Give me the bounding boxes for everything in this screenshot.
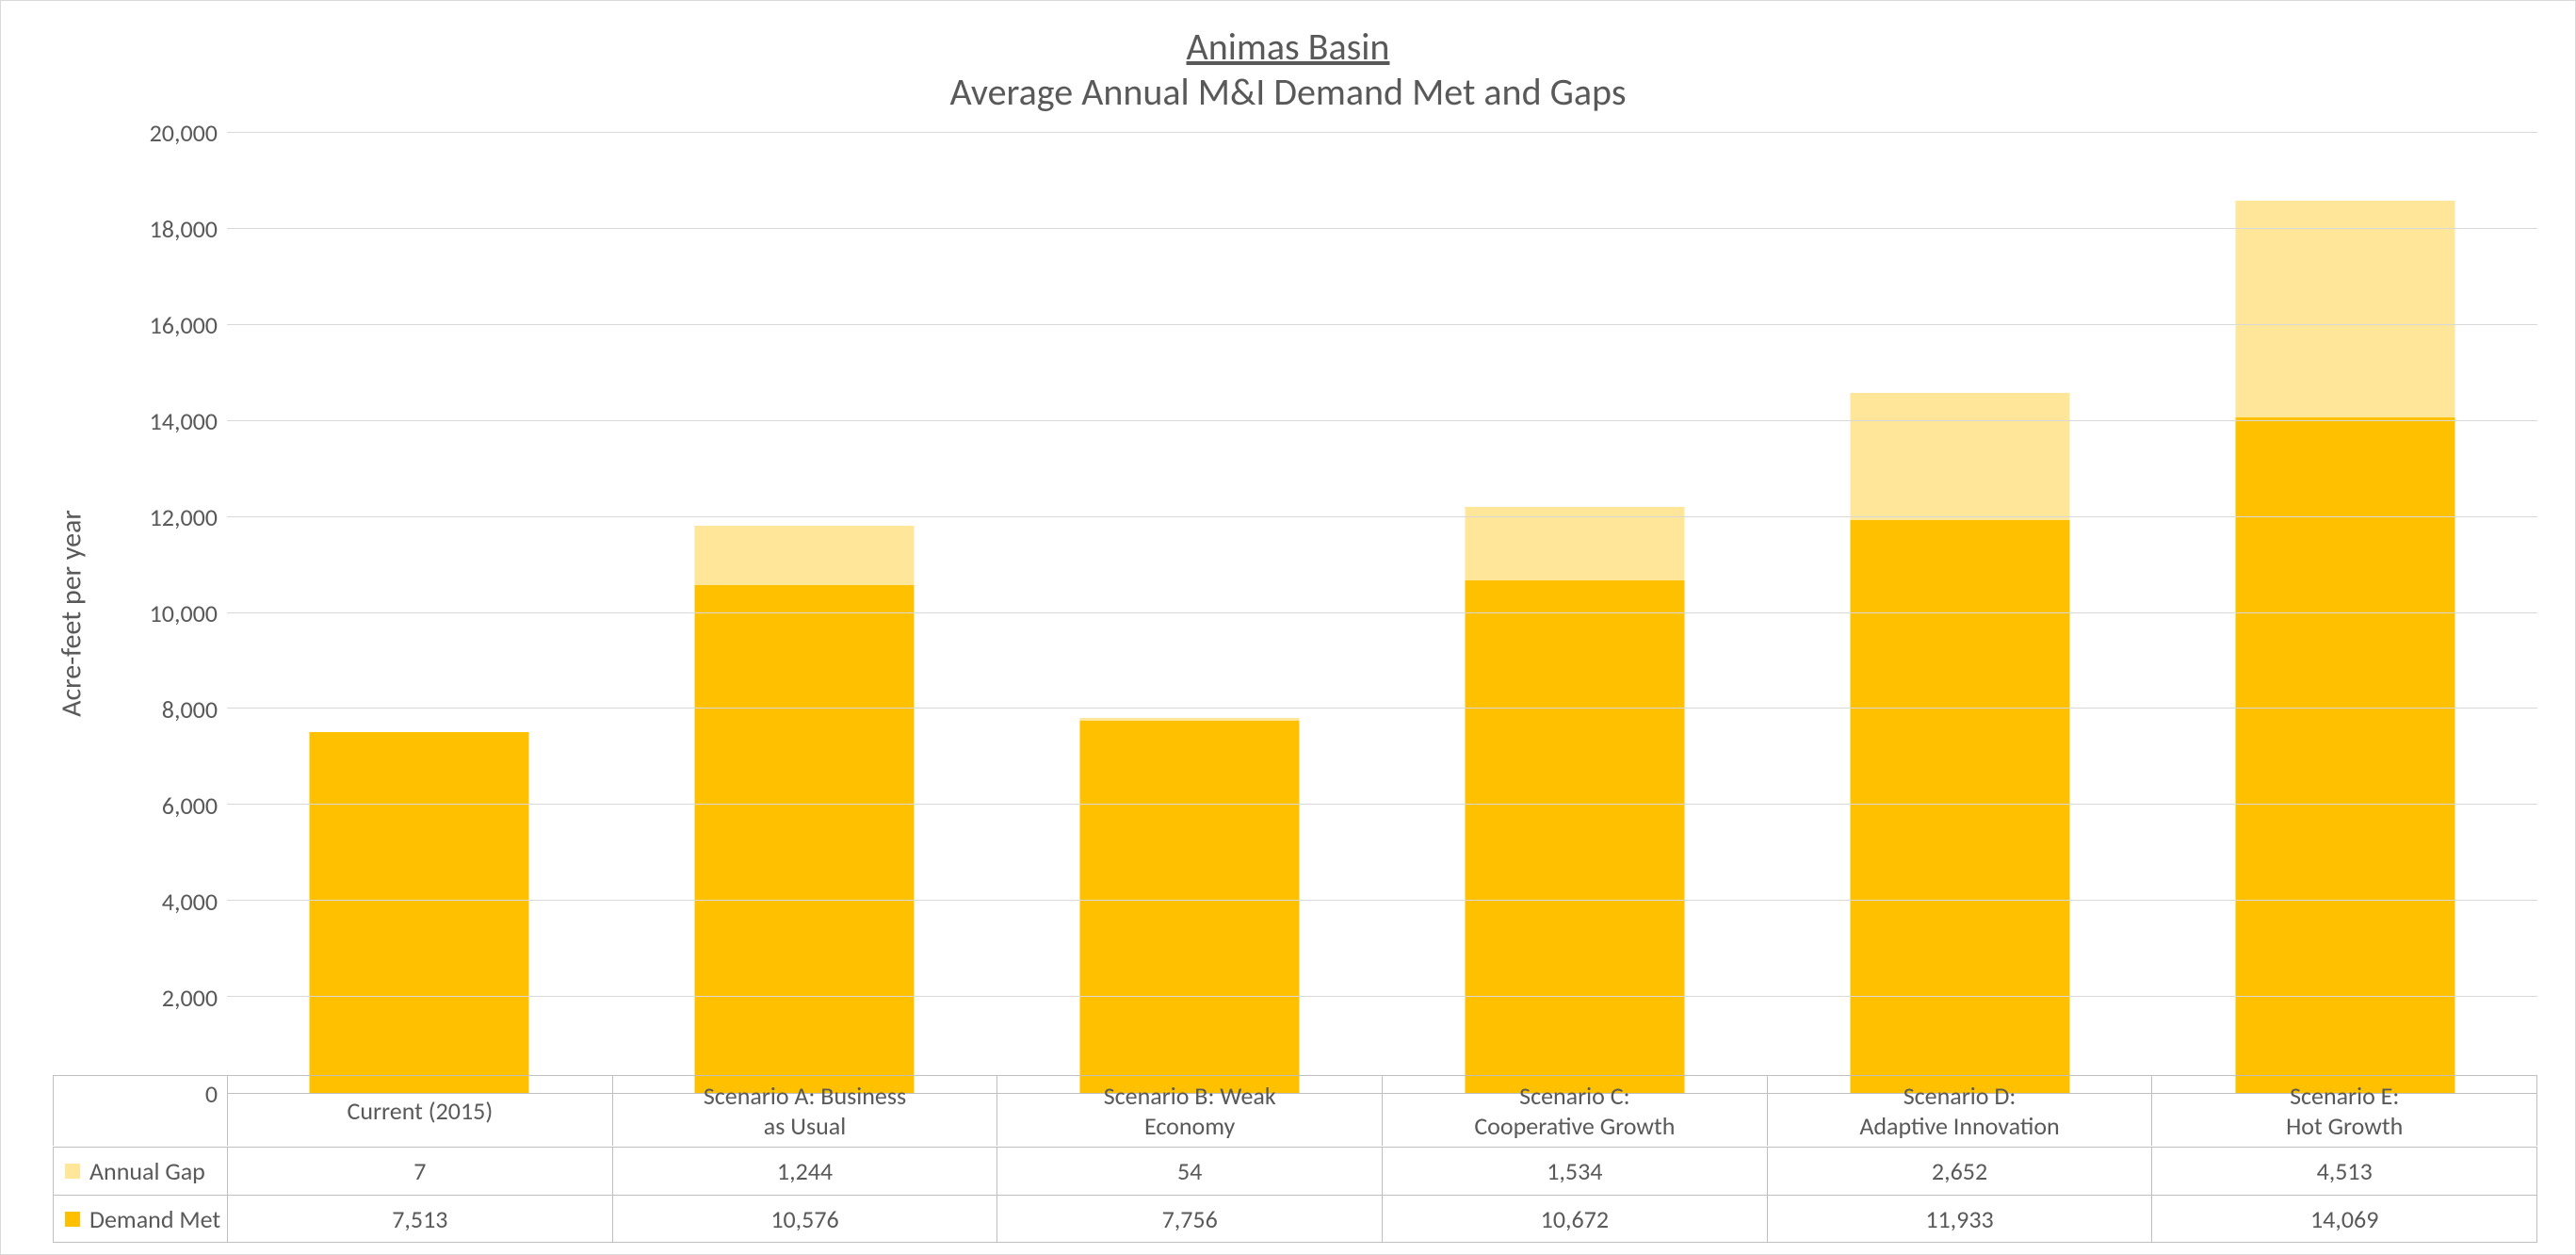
bar-slot [1767, 133, 2152, 1093]
gridline [227, 324, 2537, 325]
bar-stack [1080, 718, 1300, 1093]
category-label-line: Scenario A: Business [623, 1081, 988, 1112]
gridline [227, 996, 2537, 997]
category-label: Current (2015) [228, 1076, 612, 1146]
y-tick-label: 2,000 [162, 983, 218, 1013]
y-tick-label: 4,000 [162, 887, 218, 917]
data-table-cell: 1,244 [612, 1148, 997, 1195]
gridline [227, 132, 2537, 133]
category-label-line: Hot Growth [2162, 1111, 2527, 1142]
data-table-row: Demand Met 7,51310,5767,75610,67211,93314… [54, 1195, 2536, 1242]
bar-segment-demand-met [695, 585, 915, 1093]
category-label-head-empty [54, 1076, 228, 1146]
y-tick-label: 8,000 [162, 694, 218, 725]
data-table-cell: 7,513 [228, 1196, 612, 1242]
category-label: Scenario C:Cooperative Growth [1382, 1076, 1767, 1146]
y-tick-label: 10,000 [150, 598, 218, 628]
y-axis-label: Acre-feet per year [55, 510, 89, 717]
category-label-line: Economy [1007, 1111, 1372, 1142]
data-table-cells: 71,244541,5342,6524,513 [228, 1148, 2536, 1195]
legend-label: Demand Met [89, 1204, 220, 1234]
category-label: Scenario B: WeakEconomy [996, 1076, 1382, 1146]
bar-stack [310, 732, 529, 1093]
bar-segment-demand-met [1465, 580, 1684, 1093]
data-table-cell: 1,534 [1382, 1148, 1767, 1195]
y-tick-label: 6,000 [162, 790, 218, 821]
bar-segment-demand-met [1850, 520, 2069, 1093]
data-table-series-header: Annual Gap [54, 1148, 228, 1195]
category-label-line: Current (2015) [237, 1096, 603, 1127]
y-tick-label: 14,000 [150, 406, 218, 436]
data-table-cell: 10,576 [612, 1196, 997, 1242]
legend-swatch [65, 1164, 80, 1179]
data-table-cell: 4,513 [2151, 1148, 2536, 1195]
data-table-cell: 7 [228, 1148, 612, 1195]
bar-segment-annual-gap [695, 526, 915, 585]
category-label: Scenario D:Adaptive Innovation [1767, 1076, 2152, 1146]
bar-segment-demand-met [1080, 721, 1300, 1093]
bar-stack [1465, 507, 1684, 1093]
bar-segment-demand-met [2235, 417, 2454, 1093]
chart-title-block: Animas Basin Average Annual M&I Demand M… [1, 1, 2575, 115]
data-table: Annual Gap71,244541,5342,6524,513Demand … [53, 1147, 2537, 1243]
data-table-row: Annual Gap 71,244541,5342,6524,513 [54, 1148, 2536, 1195]
chart-title-main: Animas Basin [1, 24, 2575, 70]
bars-row [227, 133, 2537, 1093]
category-label-line: Scenario C: [1392, 1081, 1758, 1112]
plot-wrapper: Acre-feet per year 02,0004,0006,0008,000… [53, 133, 2547, 1094]
data-table-series-header: Demand Met [54, 1196, 228, 1242]
data-table-cell: 54 [996, 1148, 1382, 1195]
category-label-line: Scenario B: Weak [1007, 1081, 1372, 1112]
gridline [227, 516, 2537, 517]
y-tick-label: 18,000 [150, 214, 218, 244]
category-label-line: Scenario E: [2162, 1081, 2527, 1112]
gridline [227, 228, 2537, 229]
gridline [227, 900, 2537, 901]
data-table-cell: 10,672 [1382, 1196, 1767, 1242]
bar-segment-demand-met [310, 732, 529, 1093]
category-label-line: Scenario D: [1777, 1081, 2143, 1112]
bar-slot [227, 133, 612, 1093]
category-label-line: Adaptive Innovation [1777, 1111, 2143, 1142]
category-label-line: Cooperative Growth [1392, 1111, 1758, 1142]
bar-stack [2235, 201, 2454, 1093]
bar-slot [997, 133, 1383, 1093]
category-label: Scenario A: Businessas Usual [612, 1076, 997, 1146]
category-label: Scenario E:Hot Growth [2151, 1076, 2536, 1146]
chart-container: Animas Basin Average Annual M&I Demand M… [0, 0, 2576, 1255]
gridline [227, 420, 2537, 421]
bar-slot [2152, 133, 2537, 1093]
data-table-cell: 11,933 [1767, 1196, 2152, 1242]
category-label-line: as Usual [623, 1111, 988, 1142]
gridline [227, 804, 2537, 805]
y-tick-label: 12,000 [150, 502, 218, 532]
bar-slot [612, 133, 997, 1093]
bar-stack [695, 526, 915, 1093]
legend-swatch [65, 1212, 80, 1227]
y-axis-ticks: 02,0004,0006,0008,00010,00012,00014,0001… [123, 133, 218, 1094]
bar-stack [1850, 393, 2069, 1093]
bar-segment-annual-gap [1850, 393, 2069, 520]
gridline [227, 708, 2537, 709]
legend-label: Annual Gap [89, 1156, 205, 1186]
bar-segment-annual-gap [1465, 507, 1684, 580]
data-table-cell: 7,756 [996, 1196, 1382, 1242]
data-table-cell: 14,069 [2151, 1196, 2536, 1242]
bar-slot [1382, 133, 1767, 1093]
category-label-row: Current (2015) Scenario A: Businessas Usu… [53, 1075, 2537, 1146]
bar-segment-annual-gap [2235, 201, 2454, 417]
gridline [227, 612, 2537, 613]
data-table-cells: 7,51310,5767,75610,67211,93314,069 [228, 1196, 2536, 1242]
y-tick-label: 16,000 [150, 310, 218, 340]
y-tick-label: 20,000 [150, 118, 218, 148]
category-labels: Current (2015) Scenario A: Businessas Usu… [228, 1076, 2536, 1146]
data-table-cell: 2,652 [1767, 1148, 2152, 1195]
plot-area [227, 133, 2537, 1094]
chart-title-sub: Average Annual M&I Demand Met and Gaps [1, 70, 2575, 115]
